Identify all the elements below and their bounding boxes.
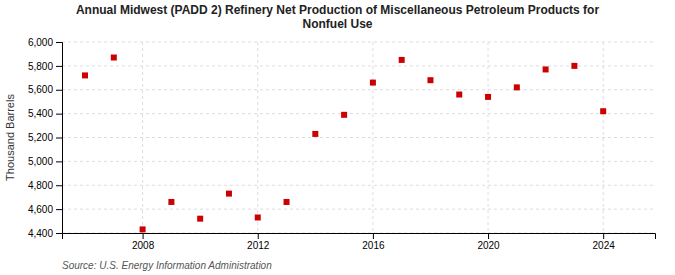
x-axis-line xyxy=(63,234,656,240)
x-tick-label: 2016 xyxy=(362,240,385,251)
point xyxy=(82,72,88,78)
y-tick-mark xyxy=(56,114,62,115)
y-tick-label: 5,600 xyxy=(28,84,53,95)
point xyxy=(284,199,290,205)
y-tick-mark xyxy=(56,209,62,210)
y-tick: 5,800 xyxy=(28,61,62,72)
y-tick-label: 5,200 xyxy=(28,132,53,143)
x-tick-label: 2024 xyxy=(593,240,616,251)
plot: 2008 2012 2016 2020 2024 4,400 4,600 4,800 5,000… xyxy=(28,37,656,251)
y-tick-label: 5,000 xyxy=(28,156,53,167)
point xyxy=(370,80,376,86)
point xyxy=(399,57,405,63)
grid-line xyxy=(603,42,604,233)
point xyxy=(456,92,462,98)
grid-line xyxy=(62,185,655,186)
point xyxy=(543,66,549,72)
x-tick: 2024 xyxy=(593,233,616,251)
y-tick: 5,200 xyxy=(28,132,62,143)
point xyxy=(111,55,117,61)
point xyxy=(226,191,232,197)
source: Source: U.S. Energy Information Administ… xyxy=(62,260,272,271)
x-tick: 2008 xyxy=(132,233,155,251)
x-tick-mark xyxy=(258,233,259,239)
x-axis: 2008 2012 2016 2020 2024 xyxy=(63,233,656,251)
point xyxy=(485,94,491,100)
grid-line xyxy=(488,42,489,233)
y-tick: 4,600 xyxy=(28,204,62,215)
title-line: Annual Midwest (PADD 2) Refinery Net Pro… xyxy=(76,3,600,17)
title-line: Nonfuel Use xyxy=(302,17,372,31)
y-tick: 4,800 xyxy=(28,180,62,191)
y-tick-mark xyxy=(56,161,62,162)
x-tick: 2016 xyxy=(362,233,385,251)
point xyxy=(514,84,520,90)
y-tick-mark xyxy=(56,185,62,186)
grid-line xyxy=(62,137,655,138)
grid-line xyxy=(142,42,143,233)
x-tick-label: 2012 xyxy=(247,240,270,251)
point xyxy=(427,77,433,83)
y-tick-label: 6,000 xyxy=(28,37,53,48)
grid-line xyxy=(62,42,655,43)
x-tick-mark xyxy=(603,233,604,239)
x-tick-mark xyxy=(143,233,144,239)
x-tick-mark xyxy=(488,233,489,239)
point xyxy=(312,131,318,137)
y-tick-mark xyxy=(56,42,62,43)
grid-line xyxy=(62,113,655,114)
x-tick-label: 2008 xyxy=(132,240,155,251)
y-tick: 5,400 xyxy=(28,108,62,119)
y-tick: 4,400 xyxy=(28,228,62,239)
x-tick-mark xyxy=(373,233,374,239)
y-axis-label: Thousand Barrels xyxy=(4,94,16,181)
y-tick-mark xyxy=(56,138,62,139)
x-tick: 2020 xyxy=(477,233,500,251)
y-tick: 6,000 xyxy=(28,37,62,48)
y-tick: 5,000 xyxy=(28,156,62,167)
point xyxy=(140,226,146,232)
y-tick-label: 4,800 xyxy=(28,180,53,191)
y-tick-label: 5,400 xyxy=(28,108,53,119)
y-tick-label: 5,800 xyxy=(28,61,53,72)
y-axis: 4,400 4,600 4,800 5,000 5,200 5,400 5,600 5,800… xyxy=(28,37,63,239)
chart: Annual Midwest (PADD 2) Refinery Net Pro… xyxy=(0,0,675,275)
point xyxy=(571,63,577,69)
grid-line xyxy=(257,42,258,233)
x-tick: 2012 xyxy=(247,233,270,251)
y-axis-line xyxy=(56,43,63,234)
y-tick-mark xyxy=(56,233,62,234)
point xyxy=(197,216,203,222)
y-tick-label: 4,400 xyxy=(28,228,53,239)
y-tick: 5,600 xyxy=(28,84,62,95)
grid-line xyxy=(62,65,655,66)
y-tick-label: 4,600 xyxy=(28,204,53,215)
grid-line xyxy=(62,161,655,162)
point xyxy=(255,214,261,220)
point xyxy=(600,108,606,114)
grid-line xyxy=(372,42,373,233)
y-tick-mark xyxy=(56,90,62,91)
y-tick-mark xyxy=(56,66,62,67)
grid xyxy=(62,42,655,233)
point xyxy=(341,112,347,118)
points xyxy=(82,55,606,233)
point xyxy=(168,199,174,205)
title: Annual Midwest (PADD 2) Refinery Net Pro… xyxy=(76,3,600,31)
grid-line xyxy=(62,209,655,210)
x-tick-label: 2020 xyxy=(477,240,500,251)
grid-line xyxy=(62,89,655,90)
